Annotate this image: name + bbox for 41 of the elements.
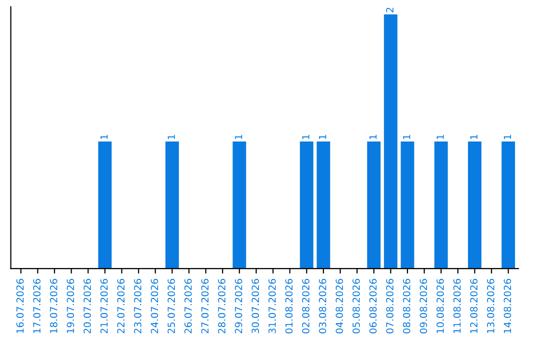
data-label: 1 <box>369 134 377 140</box>
data-label: 1 <box>234 134 242 140</box>
x-tick-label: 14.08.2026 <box>504 278 512 333</box>
x-tick-label: 11.08.2026 <box>453 278 461 333</box>
data-label: 1 <box>470 134 478 140</box>
x-tick-label: 27.07.2026 <box>201 278 209 334</box>
data-label: 1 <box>403 134 410 140</box>
x-tick-label: 26.07.2026 <box>184 278 192 334</box>
x-tick-label: 22.07.2026 <box>117 278 125 334</box>
x-tick-label: 30.07.2026 <box>252 278 260 334</box>
x-tick-label: 02.08.2026 <box>302 278 310 334</box>
x-tick-label: 31.07.2026 <box>268 278 276 334</box>
x-tick-label: 18.07.2026 <box>50 278 58 333</box>
x-tick-label: 25.07.2026 <box>168 278 175 334</box>
data-label: 1 <box>100 134 108 140</box>
data-label: 1 <box>319 134 326 140</box>
x-tick-label: 12.08.2026 <box>470 278 478 333</box>
x-tick-label: 04.08.2026 <box>336 278 344 334</box>
x-tick-label: 07.08.2026 <box>386 278 394 334</box>
x-tick-label: 16.07.2026 <box>16 278 24 333</box>
x-tick-label: 10.08.2026 <box>436 278 444 333</box>
x-tick-label: 28.07.2026 <box>218 278 226 334</box>
x-tick-label: 13.08.2026 <box>486 278 494 333</box>
x-tick-label: 24.07.2026 <box>150 278 158 334</box>
data-label: 1 <box>436 134 444 140</box>
x-tick-label: 29.07.2026 <box>234 278 242 334</box>
x-tick-label: 17.07.2026 <box>33 278 41 333</box>
x-tick-label: 09.08.2026 <box>420 278 428 334</box>
data-label: 1 <box>168 134 175 140</box>
x-tick-label: 03.08.2026 <box>318 278 326 334</box>
data-label: 1 <box>504 134 511 140</box>
x-tick-label: 01.08.2026 <box>285 278 293 334</box>
x-tick-label: 19.07.2026 <box>66 278 74 333</box>
data-label: 2 <box>386 8 394 12</box>
x-tick-label: 06.08.2026 <box>369 278 377 334</box>
x-tick-label: 21.07.2026 <box>100 278 108 334</box>
x-tick-label: 08.08.2026 <box>402 278 410 334</box>
data-label: 1 <box>302 134 310 140</box>
x-tick-label: 23.07.2026 <box>134 278 142 334</box>
x-tick-label: 05.08.2026 <box>352 278 360 334</box>
x-tick-label: 20.07.2026 <box>84 278 91 334</box>
